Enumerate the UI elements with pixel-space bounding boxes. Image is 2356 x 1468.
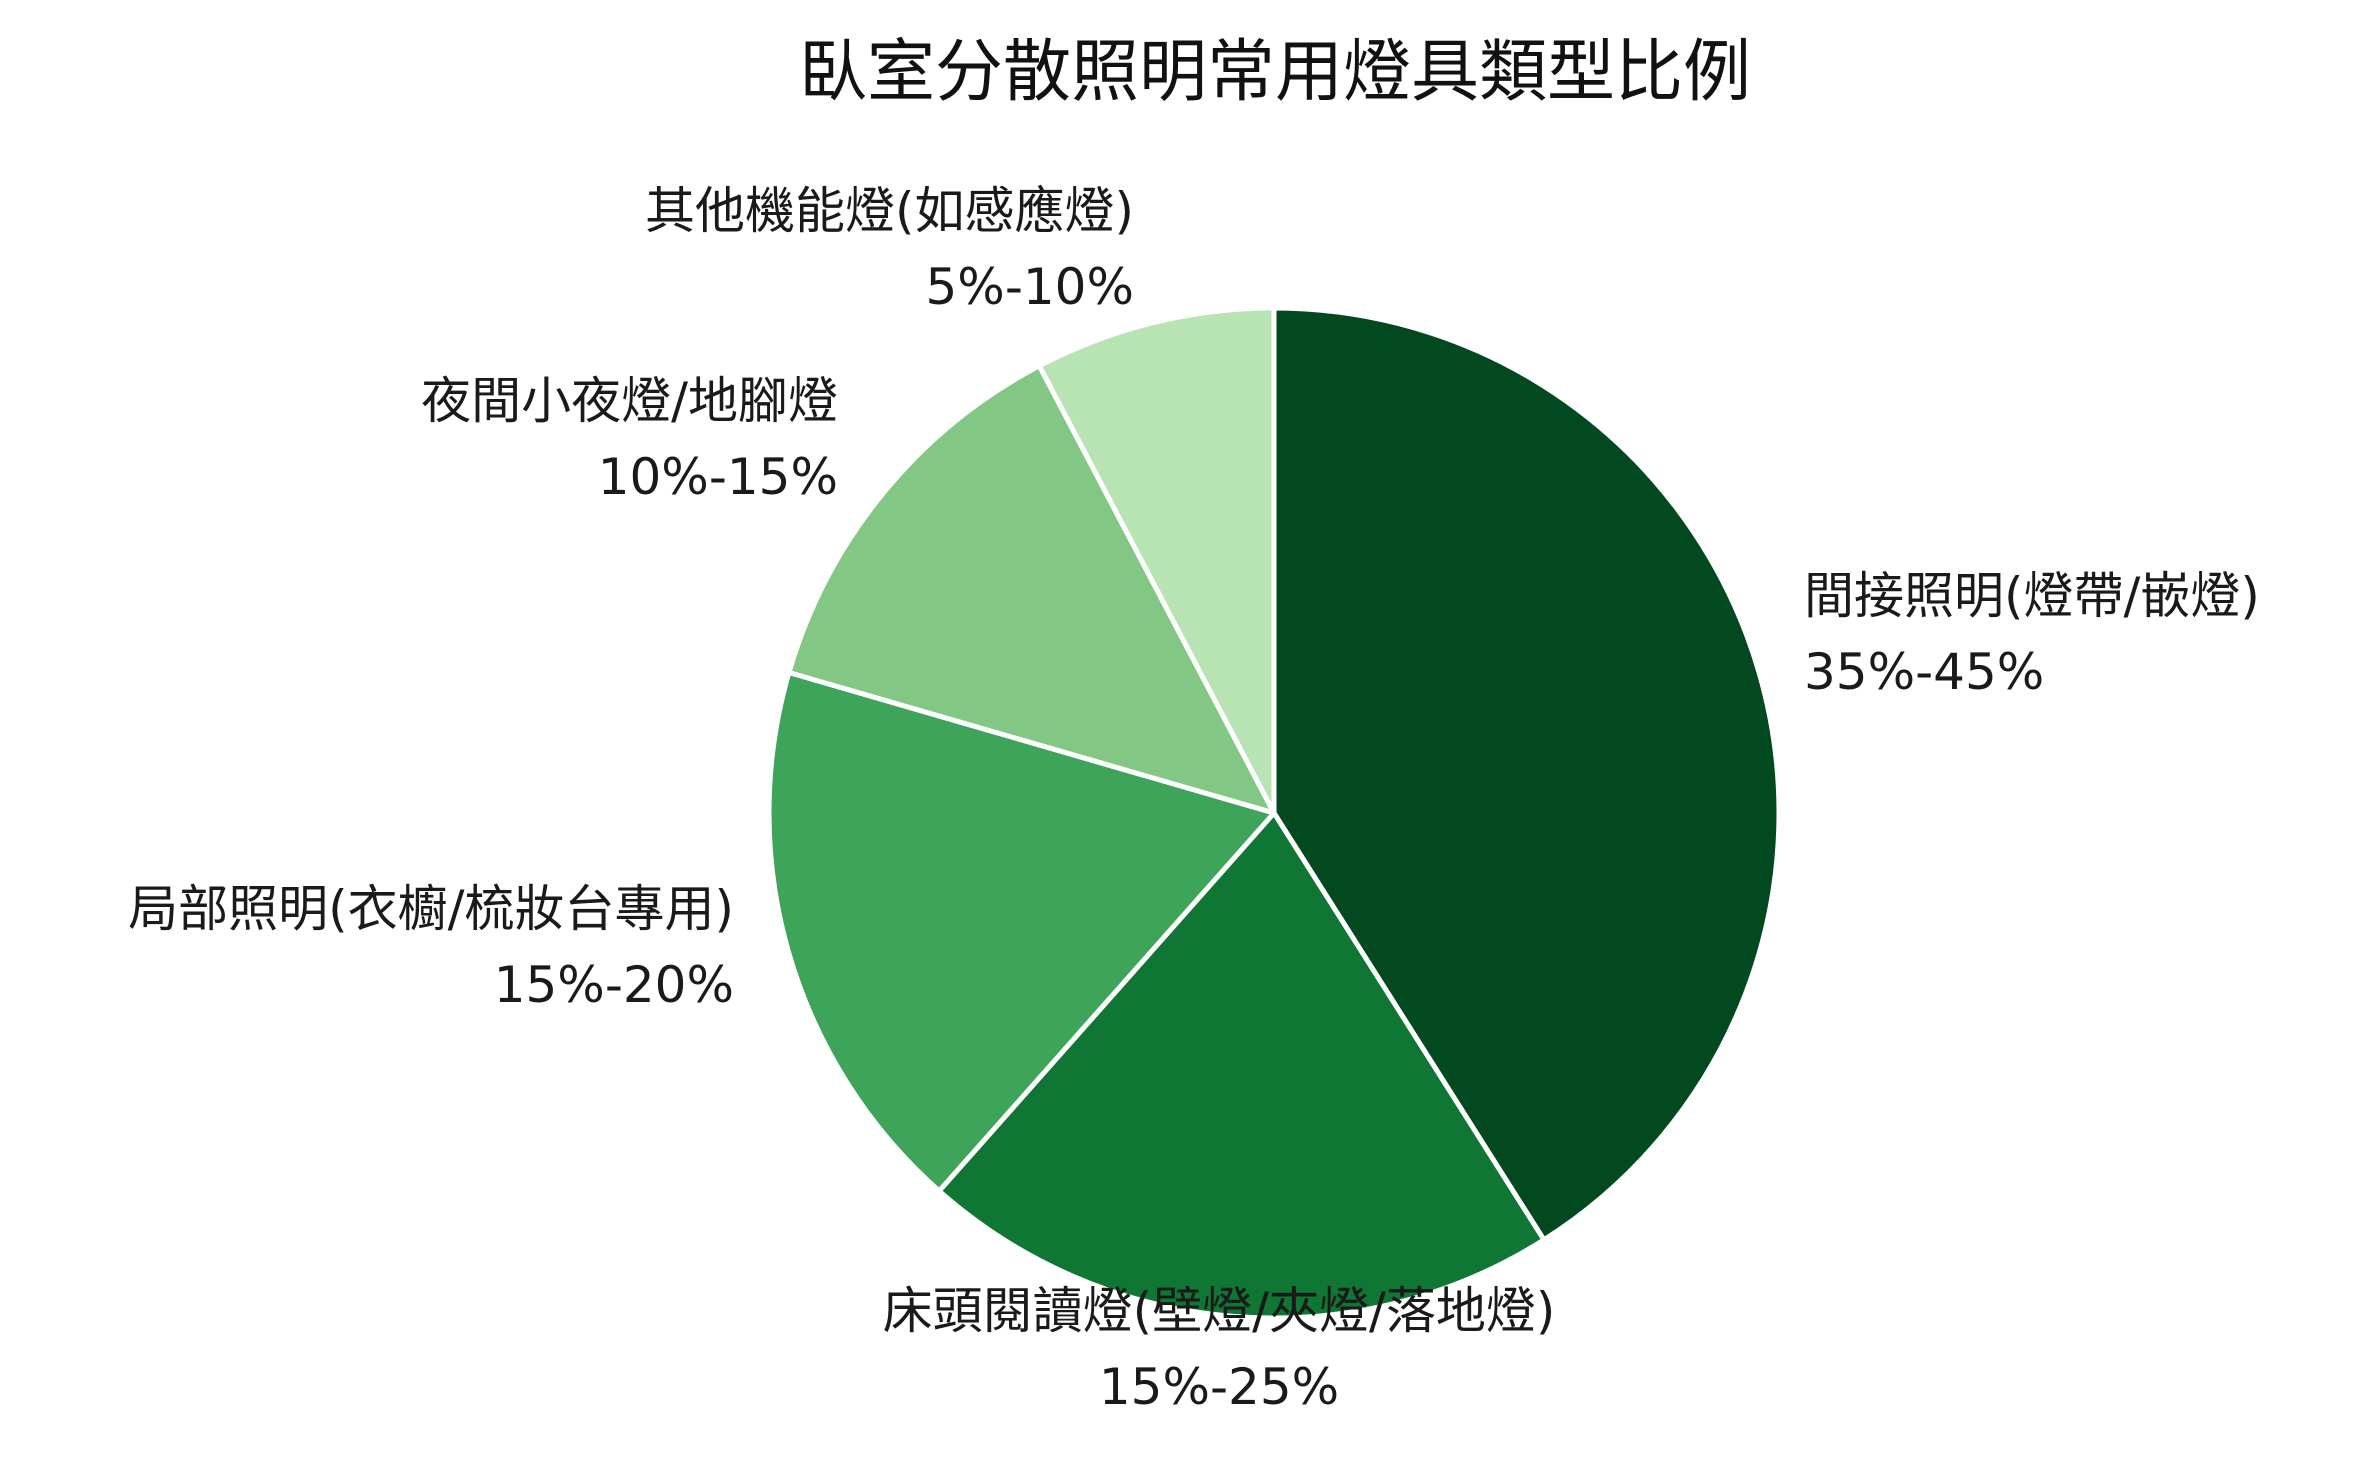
slice-label-range-2: 15%-25% — [1099, 1358, 1339, 1416]
pie-slices — [766, 305, 1782, 1321]
slice-label-name-4: 夜間小夜燈/地腳燈 — [421, 372, 838, 430]
slice-labels: 間接照明(燈帶/嵌燈) 35%-45% 床頭閱讀燈(壁燈/夾燈/落地燈) 15%-25… — [128, 182, 2260, 1416]
pie-slice-5 — [1036, 305, 1277, 816]
pie-slice-4 — [786, 363, 1277, 816]
slice-label-name-1: 間接照明(燈帶/嵌燈) — [1804, 567, 2260, 625]
slice-label-name-5: 其他機能燈(如感應燈) — [645, 182, 1134, 240]
slice-label-range-5: 5%-10% — [926, 258, 1135, 316]
slice-label-range-4: 10%-15% — [598, 448, 838, 506]
pie-slice-3 — [766, 670, 1277, 1194]
slice-label-name-3: 局部照明(衣櫥/梳妝台專用) — [128, 880, 734, 938]
slice-label-range-3: 15%-20% — [494, 956, 734, 1014]
chart-title: 臥室分散照明常用燈具類型比例 — [799, 33, 1751, 112]
slice-label-name-2: 床頭閱讀燈(壁燈/夾燈/落地燈) — [883, 1282, 1556, 1340]
pie-slice-2 — [936, 810, 1547, 1321]
pie-slice-1 — [1271, 305, 1782, 1243]
slice-label-range-1: 35%-45% — [1804, 643, 2044, 701]
